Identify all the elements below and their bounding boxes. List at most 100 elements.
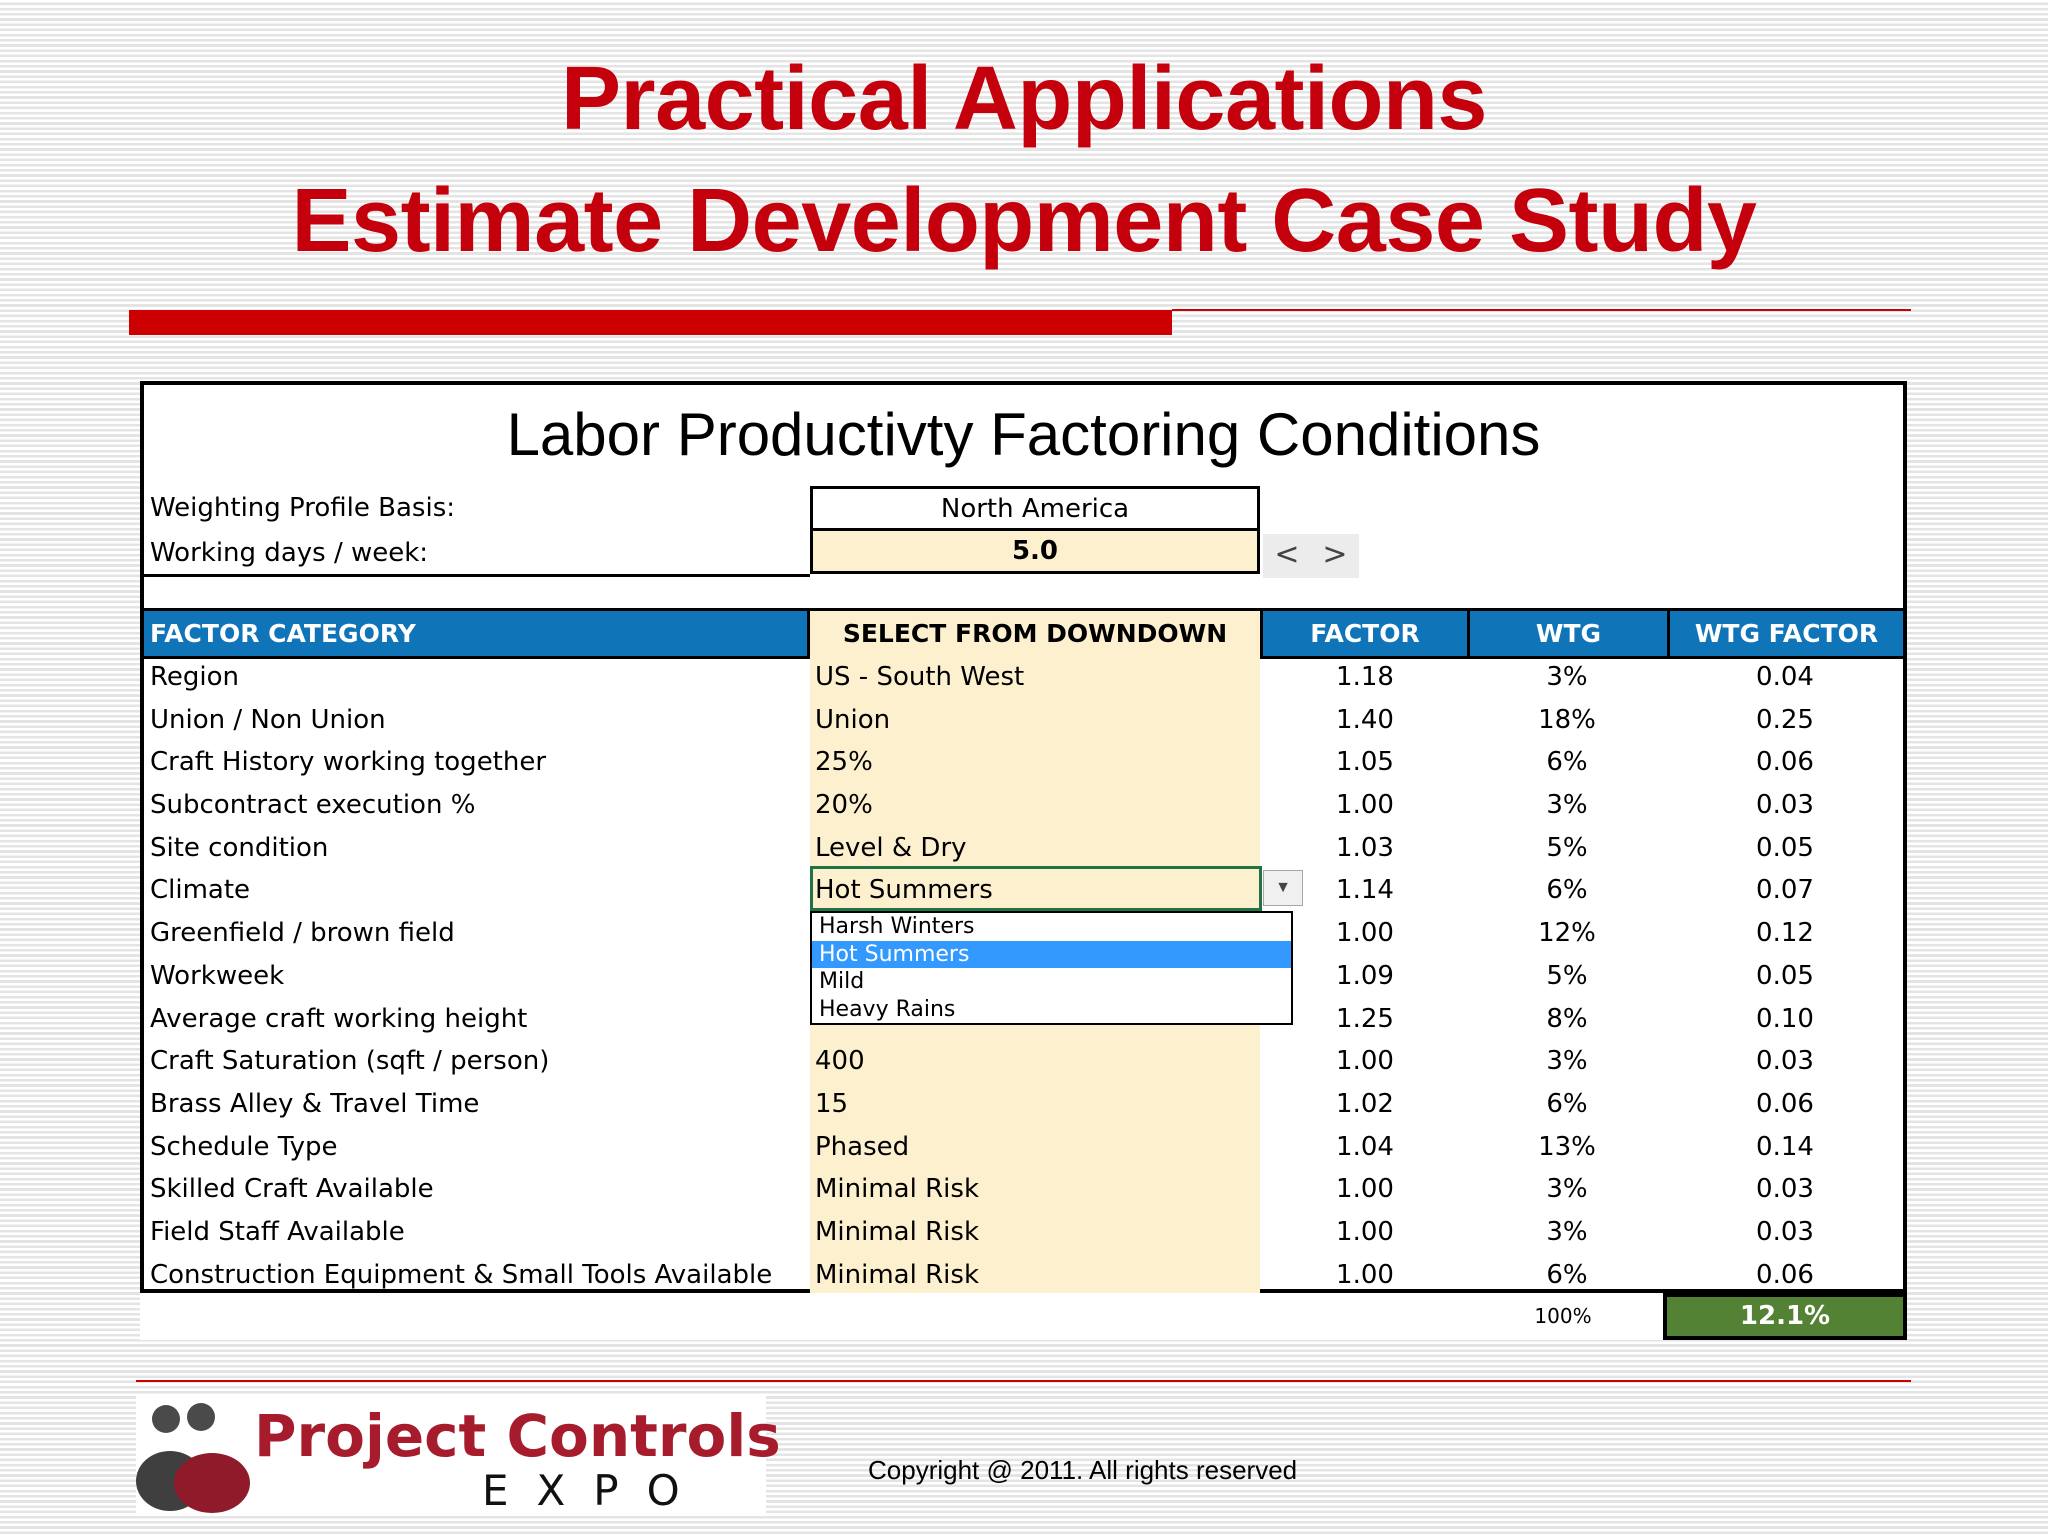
chevron-left-icon[interactable]: < <box>1274 537 1300 572</box>
table-row: Union / Non Union Union 1.40 18% 0.25 <box>144 699 1903 742</box>
totals-row-background <box>140 1293 1907 1340</box>
table-row: Workweek 1.09 5% 0.05 <box>144 955 1903 998</box>
row-wtg-factor: 0.10 <box>1756 1003 1814 1034</box>
dropdown-option-selected[interactable]: Hot Summers <box>812 940 1291 968</box>
row-selection[interactable]: Level & Dry <box>815 832 967 863</box>
row-category: Site condition <box>150 832 329 863</box>
row-selection[interactable]: 25% <box>815 747 873 778</box>
dropdown-option[interactable]: Harsh Winters <box>819 914 975 939</box>
title-underline-thin <box>1172 309 1911 311</box>
chevron-right-icon[interactable]: > <box>1322 537 1348 572</box>
row-category: Workweek <box>150 960 285 991</box>
table-row: Schedule Type Phased 1.04 13% 0.14 <box>144 1126 1903 1169</box>
days-spinner: < > <box>1263 534 1359 578</box>
row-category: Greenfield / brown field <box>150 918 455 949</box>
table-row: Craft Saturation (sqft / person) 400 1.0… <box>144 1040 1903 1083</box>
table-row: Construction Equipment & Small Tools Ava… <box>144 1254 1903 1297</box>
table-row: Greenfield / brown field 1.00 12% 0.12 <box>144 912 1903 955</box>
row-selection[interactable]: 20% <box>815 790 873 821</box>
row-factor: 1.00 <box>1336 1046 1394 1077</box>
row-wtg: 12% <box>1538 918 1596 949</box>
header-factor: FACTOR <box>1310 619 1420 648</box>
row-wtg-factor: 0.03 <box>1756 1174 1814 1205</box>
table-row: Field Staff Available Minimal Risk 1.00 … <box>144 1211 1903 1254</box>
profile-basis-value[interactable]: North America <box>810 486 1260 531</box>
row-selection[interactable]: US - South West <box>815 662 1025 692</box>
table-row: Brass Alley & Travel Time 15 1.02 6% 0.0… <box>144 1083 1903 1126</box>
row-wtg: 6% <box>1546 1259 1588 1290</box>
row-category: Union / Non Union <box>150 704 386 735</box>
header-wtg: WTG <box>1467 611 1667 656</box>
row-factor: 1.00 <box>1336 1174 1394 1205</box>
row-selection[interactable]: Union <box>815 704 891 735</box>
row-factor: 1.02 <box>1336 1088 1394 1119</box>
row-factor: 1.25 <box>1336 1003 1394 1034</box>
project-controls-expo-logo: Project Controls EXPO <box>136 1395 781 1515</box>
row-factor: 1.04 <box>1336 1131 1394 1162</box>
header-factor-category: FACTOR CATEGORY <box>150 619 416 648</box>
header-wtg-factor: WTG FACTOR <box>1667 611 1903 656</box>
total-wtg-factor: 12.1% <box>1663 1293 1907 1340</box>
logo-sub: EXPO <box>482 1466 708 1515</box>
table-row: Craft History working together 25% 1.05 … <box>144 741 1903 784</box>
row-selection[interactable]: Minimal Risk <box>815 1259 979 1290</box>
row-wtg-factor: 0.05 <box>1756 832 1814 863</box>
slide-title-line1: Practical Applications <box>561 49 1487 149</box>
working-days-value[interactable]: 5.0 <box>810 528 1260 574</box>
row-wtg-factor: 0.05 <box>1756 960 1814 991</box>
row-factor: 1.00 <box>1336 1216 1394 1247</box>
row-wtg-factor: 0.25 <box>1756 704 1814 735</box>
table-row: Region US - South West 1.18 3% 0.04 <box>144 656 1903 699</box>
row-category: Field Staff Available <box>150 1216 405 1247</box>
row-wtg: 3% <box>1546 1216 1588 1247</box>
row-selection[interactable]: Hot Summers <box>815 875 993 906</box>
row-factor: 1.09 <box>1336 960 1394 991</box>
row-category: Craft Saturation (sqft / person) <box>150 1046 550 1077</box>
table-row: Subcontract execution % 20% 1.00 3% 0.03 <box>144 784 1903 827</box>
row-category: Region <box>150 662 240 692</box>
total-wtg: 100% <box>1534 1304 1592 1328</box>
row-category: Schedule Type <box>150 1131 338 1162</box>
row-wtg: 5% <box>1546 832 1588 863</box>
row-category: Craft History working together <box>150 747 547 778</box>
table-row: Site condition Level & Dry 1.03 5% 0.05 <box>144 827 1903 870</box>
title-underline-thick <box>129 310 1172 335</box>
row-selection[interactable]: Minimal Risk <box>815 1216 979 1247</box>
row-factor: 1.05 <box>1336 747 1394 778</box>
profile-divider <box>144 574 810 577</box>
climate-dropdown-list: Harsh Winters Hot Summers Mild Heavy Rai… <box>810 911 1293 1025</box>
row-wtg-factor: 0.06 <box>1756 1259 1814 1290</box>
row-selection[interactable]: 15 <box>815 1088 849 1119</box>
row-wtg: 8% <box>1546 1003 1588 1034</box>
row-category: Brass Alley & Travel Time <box>150 1088 480 1119</box>
row-selection[interactable]: Phased <box>815 1131 910 1162</box>
spreadsheet-panel: Labor Productivty Factoring Conditions W… <box>140 381 1907 1296</box>
row-wtg: 6% <box>1546 875 1588 906</box>
slide-title-line2: Estimate Development Case Study <box>291 171 1757 271</box>
row-wtg: 3% <box>1546 1046 1588 1077</box>
row-factor: 1.00 <box>1336 1259 1394 1290</box>
row-category: Subcontract execution % <box>150 790 476 821</box>
row-wtg-factor: 0.03 <box>1756 790 1814 821</box>
footer-divider <box>136 1380 1911 1382</box>
row-wtg: 3% <box>1546 790 1588 821</box>
table-row: Average craft working height 1.25 8% 0.1… <box>144 998 1903 1041</box>
profile-basis-label: Weighting Profile Basis: <box>150 493 456 523</box>
active-cell-climate[interactable] <box>810 866 1262 911</box>
dropdown-arrow-icon[interactable]: ▼ <box>1263 870 1303 906</box>
row-selection[interactable]: Minimal Risk <box>815 1174 979 1205</box>
row-factor: 1.00 <box>1336 790 1394 821</box>
dropdown-option[interactable]: Mild <box>819 969 865 994</box>
row-category: Skilled Craft Available <box>150 1174 434 1205</box>
row-selection[interactable]: 400 <box>815 1046 865 1077</box>
row-wtg-factor: 0.14 <box>1756 1131 1814 1162</box>
table-row: Climate Hot Summers 1.14 6% 0.07 <box>144 869 1903 912</box>
row-factor: 1.18 <box>1336 662 1394 692</box>
row-wtg: 6% <box>1546 1088 1588 1119</box>
factor-table-body: Region US - South West 1.18 3% 0.04 Unio… <box>144 656 1903 1296</box>
logo-name: Project Controls <box>254 1402 781 1470</box>
working-days-label: Working days / week: <box>150 538 429 568</box>
header-select: SELECT FROM DOWNDOWN <box>807 611 1263 656</box>
row-wtg: 3% <box>1546 662 1588 692</box>
dropdown-option[interactable]: Heavy Rains <box>819 996 956 1022</box>
